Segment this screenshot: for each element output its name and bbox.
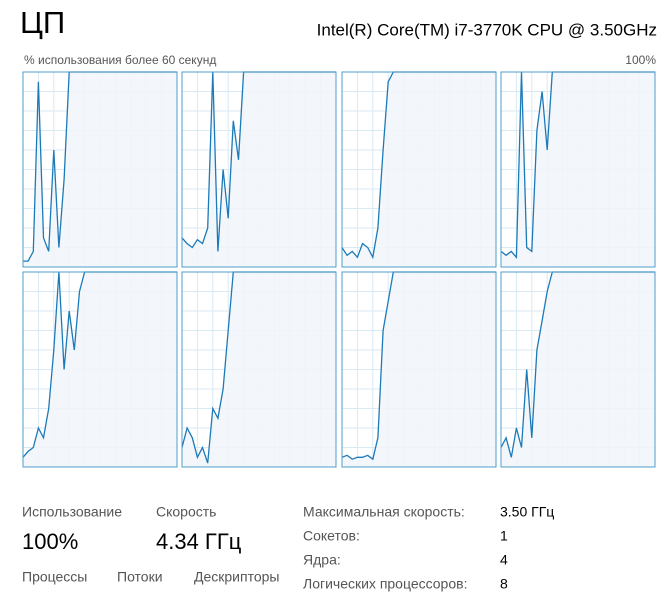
stat-value: 4.34 ГГц (156, 529, 242, 554)
graph-border (500, 71, 656, 268)
graph-border (500, 271, 656, 468)
spec-label: Максимальная скорость: (303, 504, 465, 520)
y-max-label: 100% (625, 53, 656, 67)
cpu-graph (22, 71, 178, 268)
stat-value: 100% (22, 529, 78, 554)
counter-label: Процессы (22, 569, 87, 585)
usage-area (182, 272, 336, 467)
cpu-graph (341, 271, 497, 468)
usage-area (501, 72, 655, 267)
graph-border (22, 71, 178, 268)
spec-value: 8 (500, 576, 508, 592)
cpu-graph (500, 71, 656, 268)
usage-area (342, 272, 496, 467)
cpu-graph (500, 271, 656, 468)
cpu-graph (22, 271, 178, 468)
specs: Максимальная скорость: 3.50 ГГц Сокетов: 1 Я… (303, 504, 554, 592)
spec-value: 4 (500, 552, 508, 568)
spec-value: 3.50 ГГц (500, 504, 554, 520)
spec-label: Ядра: (303, 552, 341, 568)
graph-border (341, 271, 497, 468)
stat-label: Скорость (156, 504, 216, 520)
stat-label: Использование (22, 504, 122, 520)
title: ЦП (20, 5, 65, 40)
graph-border (341, 71, 497, 268)
spec-label: Логических процессоров: (303, 576, 467, 592)
spec-label: Сокетов: (303, 528, 360, 544)
graph-border (181, 271, 337, 468)
spec-value: 1 (500, 528, 508, 544)
graph-border (181, 71, 337, 268)
cpu-name: Intel(R) Core(TM) i7-3770K CPU @ 3.50GHz (317, 20, 657, 39)
usage-area (342, 72, 496, 267)
cpu-graph (341, 71, 497, 268)
counter-label: Дескрипторы (194, 569, 279, 585)
counter-label: Потоки (117, 569, 163, 585)
x-label: % использования более 60 секунд (24, 53, 216, 67)
graphs (22, 71, 656, 468)
usage-area (501, 272, 655, 467)
cpu-graph (181, 71, 337, 268)
cpu-graph (181, 271, 337, 468)
graph-border (22, 271, 178, 468)
